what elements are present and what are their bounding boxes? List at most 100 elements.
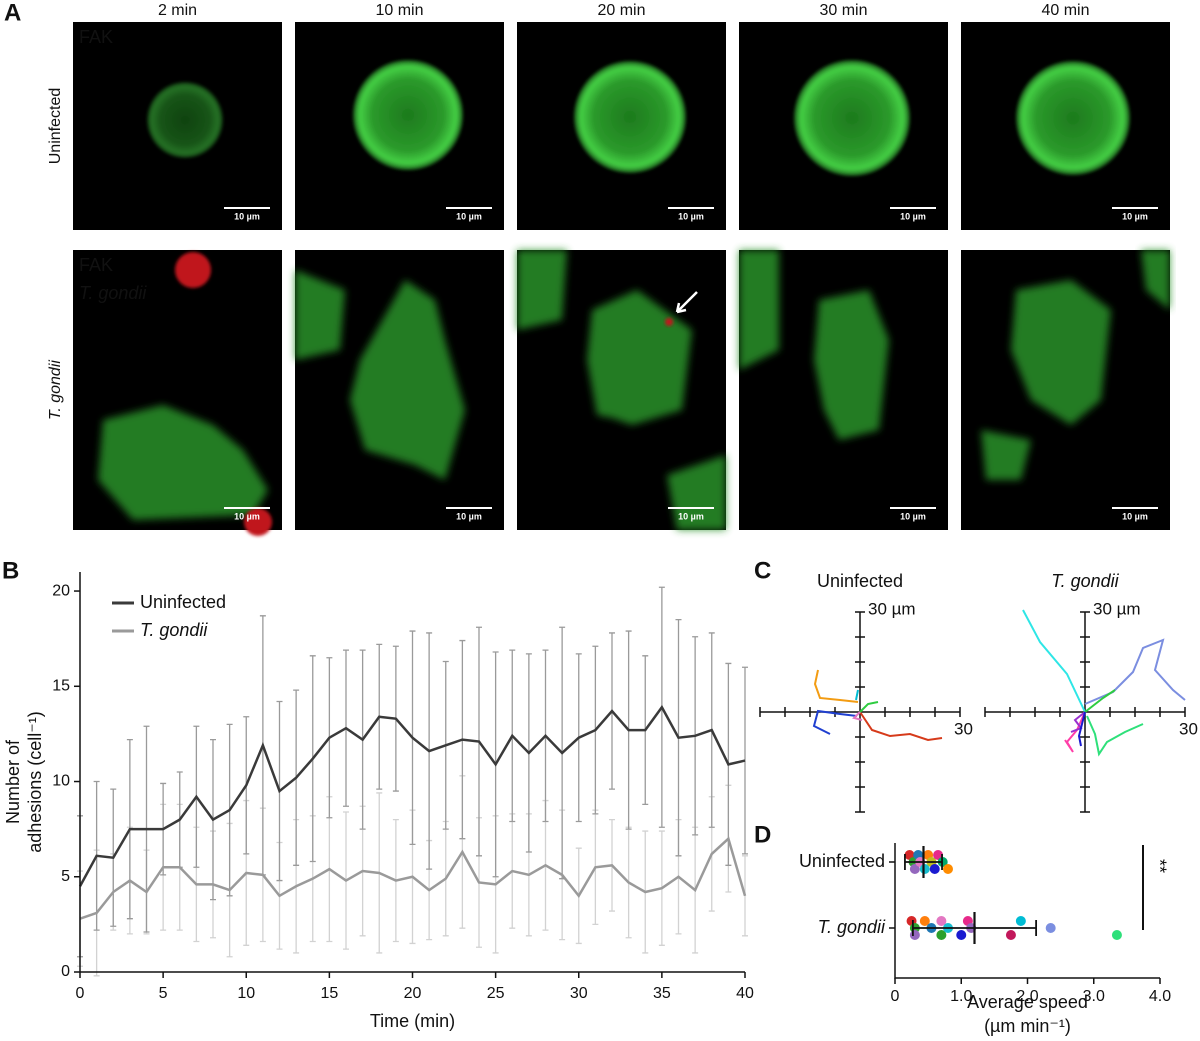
scale-bar-label: 10 µm xyxy=(678,211,704,221)
micrograph: 10 µm xyxy=(295,22,504,230)
plot-title: Uninfected xyxy=(817,571,903,591)
cell xyxy=(574,61,686,173)
micrograph: 10 µm xyxy=(739,250,948,530)
y-tick-label: 0 xyxy=(61,963,70,980)
speed-point xyxy=(909,930,920,940)
speed-point xyxy=(956,930,967,940)
channel-label: FAK xyxy=(79,255,113,275)
speed-point xyxy=(919,916,930,926)
scale-bar-label: 10 µm xyxy=(1122,211,1148,221)
speed-point xyxy=(1111,930,1122,940)
y-tick-label: 5 xyxy=(61,868,70,885)
cell xyxy=(98,405,268,520)
scale-bar-label: 10 µm xyxy=(234,211,260,221)
y-tick-label: 20 xyxy=(52,582,70,599)
panel-label: C xyxy=(754,557,771,584)
panel-label: A xyxy=(4,0,21,26)
legend-label: T. gondii xyxy=(140,620,208,640)
panel-label: D xyxy=(754,821,771,848)
y-tick-label: 10 xyxy=(52,773,70,790)
x-axis-label: Time (min) xyxy=(370,1011,455,1031)
speed-point xyxy=(1045,923,1056,933)
scale-bar-label: 10 µm xyxy=(456,511,482,521)
cell xyxy=(517,250,567,330)
speed-point xyxy=(929,864,940,874)
parasite xyxy=(175,252,211,288)
x-axis-label: (µm min⁻¹) xyxy=(984,1016,1071,1036)
x-tick-label: 20 xyxy=(404,985,422,1002)
parasite xyxy=(244,508,272,536)
time-label: 20 min xyxy=(597,2,645,19)
time-label: 2 min xyxy=(158,2,197,19)
micrograph: 10 µm xyxy=(739,22,948,230)
micrograph: 10 µm xyxy=(73,22,282,230)
significance-label: ** xyxy=(1149,859,1169,873)
x-tick-label: 0 xyxy=(891,988,900,1005)
y-end-label: 30 µm xyxy=(1093,599,1141,618)
x-tick-label: 15 xyxy=(320,985,338,1002)
speed-point xyxy=(1005,930,1016,940)
tracks-uninfected xyxy=(812,669,943,742)
x-tick-label: 5 xyxy=(159,985,168,1002)
panel-label: B xyxy=(2,557,19,584)
x-tick-label: 10 xyxy=(237,985,255,1002)
micrograph: 10 µm xyxy=(961,250,1170,530)
cell xyxy=(350,280,465,480)
scale-bar-label: 10 µm xyxy=(678,511,704,521)
scale-bar-label: 10 µm xyxy=(900,211,926,221)
cell xyxy=(739,250,779,370)
x-tick-label: 1.0 xyxy=(950,988,972,1005)
speed-point xyxy=(936,930,947,940)
x-tick-label: 35 xyxy=(653,985,671,1002)
category-label: Uninfected xyxy=(799,851,885,871)
x-tick-label: 3.0 xyxy=(1083,988,1105,1005)
arrow xyxy=(675,291,698,314)
scale-bar-label: 10 µm xyxy=(456,211,482,221)
scale-bar-label: 10 µm xyxy=(234,511,260,521)
time-label: 40 min xyxy=(1041,2,1089,19)
cell xyxy=(353,60,463,170)
series-line xyxy=(79,836,747,920)
x-tick-label: 0 xyxy=(76,985,85,1002)
cell xyxy=(814,290,889,440)
x-tick-label: 2.0 xyxy=(1016,988,1038,1005)
cell xyxy=(667,455,726,530)
time-label: 10 min xyxy=(375,2,423,19)
micrograph: 10 µm xyxy=(295,250,504,530)
x-tick-label: 30 xyxy=(570,985,588,1002)
micrograph: 10 µm xyxy=(73,250,282,536)
cell xyxy=(794,60,910,176)
speed-point xyxy=(919,864,930,874)
y-end-label: 30 µm xyxy=(868,599,916,618)
series-line xyxy=(78,704,746,887)
cell xyxy=(1011,280,1111,425)
micrograph: 10 µm xyxy=(517,22,726,230)
speed-point xyxy=(943,864,953,874)
parasite xyxy=(665,318,673,326)
cell xyxy=(1141,250,1170,310)
speed-point xyxy=(936,916,947,926)
cell xyxy=(981,430,1031,480)
channel-label: FAK xyxy=(79,27,113,47)
time-label: 30 min xyxy=(819,2,867,19)
y-axis-label: Number of xyxy=(3,739,23,824)
speed-point xyxy=(1015,916,1026,926)
row-label: T. gondii xyxy=(47,360,64,420)
x-tick-label: 40 xyxy=(736,985,754,1002)
plot-title: T. gondii xyxy=(1051,571,1119,591)
cell xyxy=(147,82,223,158)
tracks-t-gondii xyxy=(1022,609,1186,757)
cell xyxy=(295,270,345,360)
row-label: Uninfected xyxy=(47,88,64,165)
micrograph: 10 µm xyxy=(517,250,726,530)
speed-point xyxy=(909,864,920,874)
error-bar xyxy=(742,855,748,937)
scale-bar-label: 10 µm xyxy=(900,511,926,521)
y-axis-label: adhesions (cell⁻¹) xyxy=(25,711,45,853)
cell xyxy=(1016,61,1130,175)
channel-label: T. gondii xyxy=(79,283,147,303)
x-end-label: 30 xyxy=(954,719,973,738)
legend-label: Uninfected xyxy=(140,592,226,612)
y-tick-label: 15 xyxy=(52,678,70,695)
